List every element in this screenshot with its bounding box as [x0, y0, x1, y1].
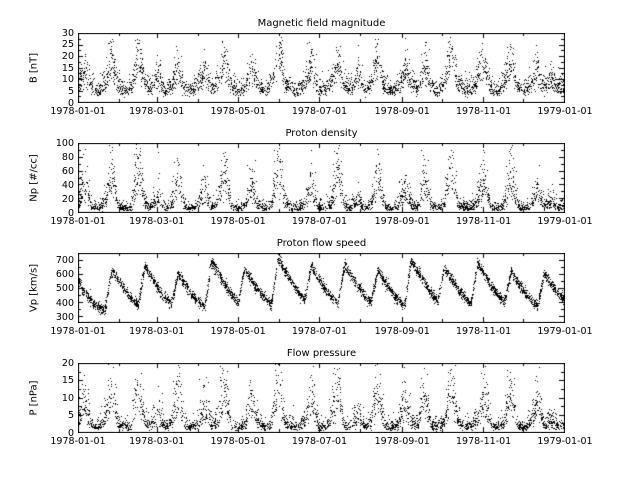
x-tick-label: 1978-09-01 — [374, 436, 430, 447]
y-tick-label: 20 — [61, 357, 74, 369]
x-tick-label: 1979-01-01 — [537, 326, 593, 337]
x-tick-label: 1978-05-01 — [210, 106, 266, 117]
x-tick-label: 1979-01-01 — [537, 216, 593, 227]
x-tick-label: 1978-11-01 — [456, 216, 512, 227]
y-tick-label: 5 — [67, 85, 74, 97]
y-tick-label: 10 — [61, 74, 74, 86]
y-tick-label: 0 — [67, 97, 74, 109]
y-tick-label: 600 — [55, 268, 74, 280]
y-tick-label: 80 — [61, 151, 74, 163]
y-axis-label: Np [#/cc] — [28, 154, 40, 202]
x-tick-label: 1978-07-01 — [291, 436, 348, 447]
panel-title: Magnetic field magnitude — [257, 18, 386, 29]
x-tick-label: 1978-03-01 — [129, 326, 185, 337]
scatter-plot-canvas — [78, 253, 565, 323]
y-tick-label: 400 — [55, 297, 74, 309]
scatter-plot-canvas — [78, 33, 565, 103]
y-axis-label: B [nT] — [28, 52, 40, 84]
x-tick-label: 1978-07-01 — [291, 326, 348, 337]
x-tick-label: 1978-03-01 — [129, 106, 185, 117]
y-tick-label: 40 — [61, 179, 74, 191]
panel-title: Proton flow speed — [276, 238, 367, 249]
y-tick-label: 700 — [55, 254, 74, 266]
x-tick-label: 1978-09-01 — [374, 106, 430, 117]
x-tick-label: 1978-09-01 — [374, 216, 430, 227]
x-tick-label: 1978-05-01 — [210, 216, 266, 227]
x-tick-label: 1979-01-01 — [537, 436, 593, 447]
y-tick-label: 20 — [61, 50, 74, 62]
x-tick-label: 1979-01-01 — [537, 106, 593, 117]
x-tick-label: 1978-01-01 — [50, 216, 106, 227]
x-tick-label: 1978-11-01 — [456, 326, 512, 337]
y-tick-label: 30 — [61, 27, 74, 39]
panel-title: Proton density — [285, 128, 358, 139]
y-tick-label: 20 — [61, 193, 74, 205]
x-tick-label: 1978-11-01 — [456, 436, 512, 447]
y-axis-label: P [nPa] — [28, 380, 40, 416]
y-tick-label: 5 — [67, 410, 74, 421]
x-tick-label: 1978-01-01 — [50, 106, 106, 117]
y-tick-label: 0 — [67, 427, 74, 439]
scatter-plot-canvas — [78, 363, 565, 433]
y-tick-label: 500 — [55, 283, 74, 295]
x-tick-label: 1978-07-01 — [291, 106, 348, 117]
x-tick-label: 1978-11-01 — [456, 106, 512, 117]
x-tick-label: 1978-07-01 — [291, 216, 348, 227]
x-tick-label: 1978-03-01 — [129, 436, 185, 447]
y-tick-label: 60 — [61, 165, 74, 177]
y-tick-label: 0 — [67, 207, 74, 219]
x-tick-label: 1978-01-01 — [50, 326, 106, 337]
x-tick-label: 1978-05-01 — [210, 326, 266, 337]
scatter-plot-canvas — [78, 143, 565, 213]
y-tick-label: 10 — [61, 392, 74, 404]
y-axis-label: Vp [km/s] — [28, 263, 40, 313]
x-tick-label: 1978-05-01 — [210, 436, 266, 447]
y-tick-label: 100 — [55, 137, 74, 149]
x-tick-label: 1978-03-01 — [129, 216, 185, 227]
y-tick-label: 15 — [61, 375, 74, 386]
y-tick-label: 15 — [61, 62, 74, 74]
y-tick-label: 300 — [55, 311, 74, 323]
x-tick-label: 1978-09-01 — [374, 326, 430, 337]
y-tick-label: 25 — [61, 39, 74, 51]
panel-title: Flow pressure — [286, 348, 357, 359]
x-tick-label: 1978-01-01 — [50, 436, 106, 447]
